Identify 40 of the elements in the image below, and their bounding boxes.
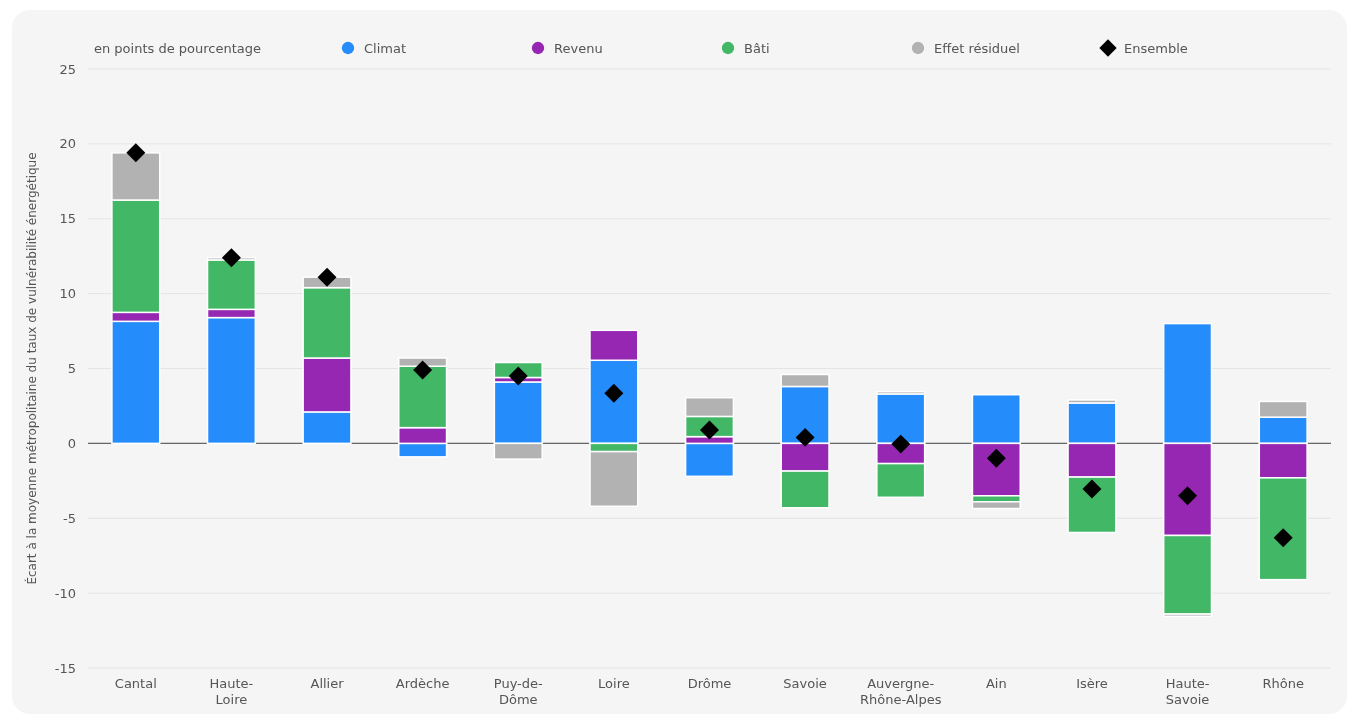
point — [1178, 486, 1198, 506]
point — [1082, 479, 1102, 499]
legend-label: Bâti — [744, 40, 770, 56]
y-tick-label: 10 — [59, 286, 76, 302]
point — [604, 383, 624, 403]
x-tick-label: Haute-Savoie — [1165, 676, 1210, 707]
point — [508, 366, 528, 386]
text: en points de pourcentage — [94, 40, 262, 56]
x-tick-label: Cantal — [114, 676, 157, 691]
point — [795, 427, 815, 447]
y-tick-label: 25 — [59, 61, 76, 77]
y-tick-label: -10 — [54, 585, 76, 601]
x-tick-label: Isère — [1076, 676, 1108, 691]
y-axis-title: Écart à la moyenne métropolitaine du taux de vulnérabilité énergétique — [24, 152, 39, 585]
y-tick-label: 0 — [67, 435, 76, 451]
y-tick-label: 5 — [67, 361, 76, 377]
x-tick-label: Savoie — [783, 676, 827, 691]
legend-label: Climat — [364, 40, 407, 56]
x-tick-label: Rhône — [1262, 676, 1304, 691]
x-tick-label: Ardèche — [395, 676, 450, 691]
x-tick-label: Drôme — [687, 676, 732, 691]
legend-label: Ensemble — [1124, 40, 1188, 56]
point — [986, 448, 1006, 468]
y-tick-label: 20 — [59, 136, 76, 152]
legend-label: Revenu — [554, 40, 603, 56]
y-tick-label: 15 — [59, 211, 76, 227]
x-tick-label: Allier — [310, 676, 345, 691]
point — [317, 267, 337, 287]
y-tick-label: -15 — [54, 660, 76, 676]
x-tick-label: Ain — [985, 676, 1007, 691]
x-tick-label: Puy-de-Dôme — [493, 676, 544, 707]
legend-label: Effet résiduel — [934, 40, 1020, 56]
x-tick-label: Loire — [598, 676, 630, 691]
point — [221, 248, 241, 268]
point — [126, 143, 146, 163]
point — [413, 360, 433, 380]
x-tick-label: Haute-Loire — [209, 676, 254, 707]
point — [1273, 528, 1293, 548]
y-tick-label: -5 — [63, 510, 76, 526]
x-tick-label: Auvergne-Rhône-Alpes — [860, 676, 942, 707]
